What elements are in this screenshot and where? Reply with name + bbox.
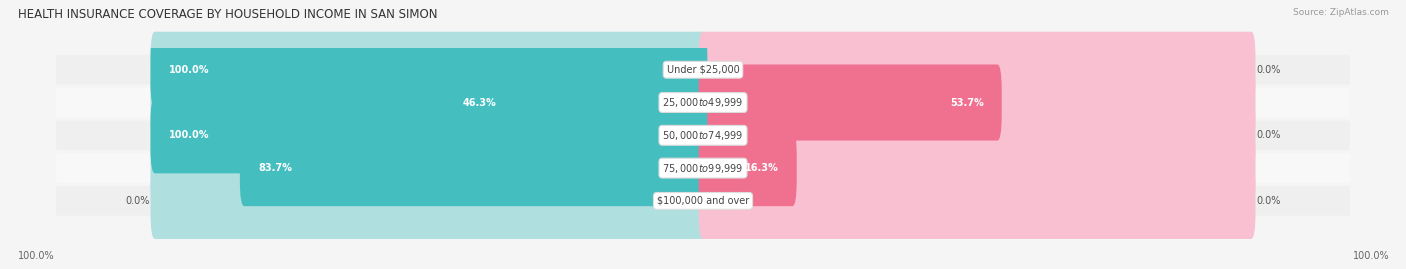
- Text: 100.0%: 100.0%: [18, 251, 55, 261]
- FancyBboxPatch shape: [56, 121, 1350, 150]
- FancyBboxPatch shape: [699, 163, 1256, 239]
- FancyBboxPatch shape: [699, 130, 797, 206]
- Text: Under $25,000: Under $25,000: [666, 65, 740, 75]
- FancyBboxPatch shape: [150, 97, 707, 173]
- FancyBboxPatch shape: [56, 186, 1350, 216]
- FancyBboxPatch shape: [699, 65, 1256, 141]
- Text: 53.7%: 53.7%: [950, 98, 984, 108]
- FancyBboxPatch shape: [699, 130, 1256, 206]
- Text: Source: ZipAtlas.com: Source: ZipAtlas.com: [1294, 8, 1389, 17]
- FancyBboxPatch shape: [150, 130, 707, 206]
- FancyBboxPatch shape: [56, 55, 1350, 84]
- Text: $100,000 and over: $100,000 and over: [657, 196, 749, 206]
- FancyBboxPatch shape: [150, 97, 707, 173]
- Text: 0.0%: 0.0%: [1257, 65, 1281, 75]
- Text: 83.7%: 83.7%: [257, 163, 292, 173]
- Text: 16.3%: 16.3%: [745, 163, 779, 173]
- Text: 100.0%: 100.0%: [169, 65, 209, 75]
- Text: 100.0%: 100.0%: [169, 130, 209, 140]
- FancyBboxPatch shape: [699, 32, 1256, 108]
- FancyBboxPatch shape: [150, 163, 707, 239]
- FancyBboxPatch shape: [56, 88, 1350, 117]
- FancyBboxPatch shape: [56, 153, 1350, 183]
- Text: 100.0%: 100.0%: [1353, 251, 1389, 261]
- Text: 46.3%: 46.3%: [463, 98, 496, 108]
- FancyBboxPatch shape: [699, 65, 1001, 141]
- Text: 0.0%: 0.0%: [125, 196, 149, 206]
- FancyBboxPatch shape: [150, 32, 707, 108]
- Text: $50,000 to $74,999: $50,000 to $74,999: [662, 129, 744, 142]
- FancyBboxPatch shape: [444, 65, 707, 141]
- FancyBboxPatch shape: [240, 130, 707, 206]
- Text: $25,000 to $49,999: $25,000 to $49,999: [662, 96, 744, 109]
- Text: 0.0%: 0.0%: [1257, 196, 1281, 206]
- FancyBboxPatch shape: [699, 97, 1256, 173]
- FancyBboxPatch shape: [150, 32, 707, 108]
- FancyBboxPatch shape: [150, 65, 707, 141]
- Text: $75,000 to $99,999: $75,000 to $99,999: [662, 162, 744, 175]
- Text: 0.0%: 0.0%: [1257, 130, 1281, 140]
- Text: HEALTH INSURANCE COVERAGE BY HOUSEHOLD INCOME IN SAN SIMON: HEALTH INSURANCE COVERAGE BY HOUSEHOLD I…: [18, 8, 437, 21]
